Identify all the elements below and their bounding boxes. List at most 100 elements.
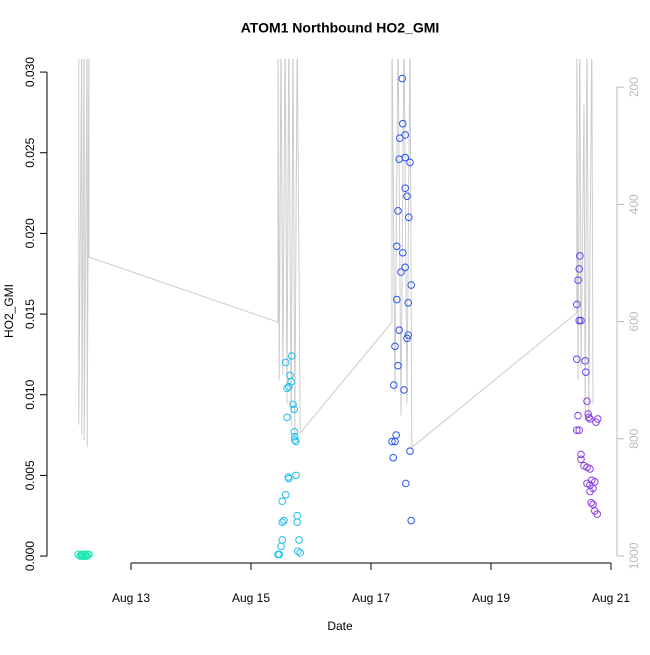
point bbox=[587, 499, 596, 507]
point bbox=[290, 428, 299, 436]
point bbox=[283, 384, 291, 393]
point bbox=[400, 386, 408, 394]
plot-area bbox=[74, 59, 602, 560]
y-tick-label: 0.010 bbox=[23, 379, 37, 409]
point bbox=[592, 418, 600, 426]
point bbox=[401, 184, 410, 193]
point bbox=[285, 382, 293, 391]
x-tick-label: Aug 19 bbox=[472, 591, 510, 605]
point bbox=[403, 334, 411, 343]
point bbox=[284, 473, 293, 481]
x-tick-label: Aug 17 bbox=[352, 591, 390, 605]
x-tick-label: Aug 13 bbox=[112, 591, 150, 605]
point bbox=[576, 252, 584, 260]
chart-title: ATOM1 Northbound HO2_GMI bbox=[241, 20, 440, 36]
point bbox=[278, 536, 287, 544]
point bbox=[399, 248, 407, 257]
point bbox=[275, 550, 284, 559]
point bbox=[395, 326, 404, 334]
point bbox=[403, 192, 411, 201]
y-axis-label: HO2_GMI bbox=[2, 284, 16, 338]
point bbox=[283, 413, 291, 422]
pressure-line bbox=[78, 59, 594, 449]
point bbox=[406, 447, 414, 455]
point bbox=[575, 426, 584, 435]
point bbox=[573, 426, 581, 435]
point bbox=[586, 415, 594, 423]
point bbox=[282, 490, 290, 499]
x-tick-label: Aug 21 bbox=[592, 591, 630, 605]
point bbox=[574, 411, 582, 420]
point bbox=[583, 397, 591, 405]
point bbox=[407, 281, 416, 289]
point bbox=[292, 471, 300, 480]
y-tick-label: 0.025 bbox=[23, 137, 37, 167]
point bbox=[286, 371, 294, 380]
point bbox=[401, 263, 410, 272]
point bbox=[406, 158, 414, 167]
point bbox=[291, 436, 299, 444]
point bbox=[393, 295, 401, 304]
point bbox=[584, 410, 593, 418]
point bbox=[407, 516, 416, 525]
point bbox=[390, 381, 398, 389]
point bbox=[291, 432, 299, 441]
point bbox=[589, 500, 597, 509]
point bbox=[586, 487, 594, 496]
point bbox=[399, 119, 407, 128]
point bbox=[290, 405, 299, 414]
point bbox=[573, 355, 581, 364]
point bbox=[577, 316, 585, 325]
y-tick-label: 0.020 bbox=[23, 218, 37, 248]
y2-tick-label: 1000 bbox=[627, 542, 641, 569]
point bbox=[582, 368, 590, 376]
point bbox=[292, 437, 300, 446]
y-tick-label: 0.005 bbox=[23, 460, 37, 490]
y-tick-label: 0.030 bbox=[23, 57, 37, 87]
point bbox=[277, 542, 285, 551]
point bbox=[593, 510, 602, 518]
point bbox=[287, 378, 296, 386]
point bbox=[394, 207, 402, 215]
point bbox=[577, 450, 585, 459]
y2-tick-label: 800 bbox=[627, 428, 641, 448]
y2-tick-label: 600 bbox=[627, 311, 641, 331]
point bbox=[583, 479, 591, 488]
point bbox=[295, 536, 303, 544]
point bbox=[278, 518, 287, 526]
point bbox=[402, 479, 410, 488]
point bbox=[585, 413, 593, 422]
point bbox=[405, 213, 413, 222]
point bbox=[577, 455, 585, 464]
point bbox=[396, 134, 404, 143]
x-axis-label: Date bbox=[327, 619, 353, 633]
point bbox=[293, 511, 302, 520]
point bbox=[586, 465, 594, 473]
point bbox=[293, 518, 302, 526]
point bbox=[389, 453, 398, 462]
point bbox=[392, 431, 401, 439]
y2-tick-label: 400 bbox=[627, 194, 641, 214]
point bbox=[401, 153, 410, 162]
point bbox=[404, 298, 413, 307]
y-tick-label: 0.000 bbox=[23, 541, 37, 571]
point bbox=[573, 300, 581, 309]
point bbox=[581, 357, 590, 365]
point bbox=[393, 242, 401, 251]
point bbox=[401, 131, 410, 139]
point bbox=[78, 552, 86, 560]
point bbox=[575, 265, 584, 273]
point bbox=[280, 516, 288, 525]
point bbox=[394, 361, 402, 370]
point bbox=[82, 552, 90, 560]
y-tick-label: 0.015 bbox=[23, 299, 37, 329]
point bbox=[391, 342, 399, 351]
point bbox=[294, 547, 302, 556]
point bbox=[296, 549, 305, 557]
point bbox=[397, 268, 405, 276]
x-tick-label: Aug 15 bbox=[232, 591, 270, 605]
y2-tick-label: 200 bbox=[627, 77, 641, 97]
point bbox=[574, 276, 582, 284]
point bbox=[289, 400, 297, 409]
